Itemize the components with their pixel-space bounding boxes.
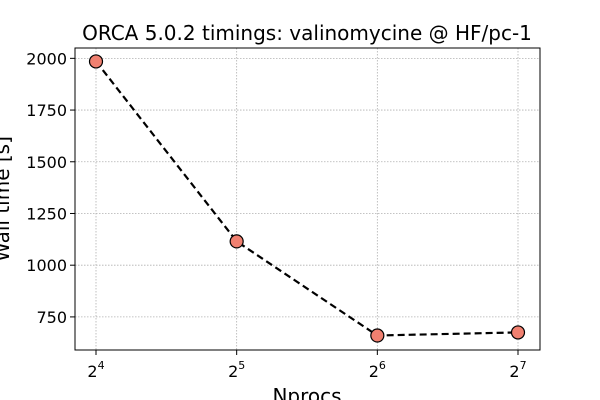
x-tick-label: 25	[228, 359, 245, 381]
data-point	[88, 54, 104, 69]
y-tick-label: 1000	[26, 256, 67, 275]
y-axis-label: Wall time [s]	[0, 136, 14, 262]
x-axis: 24 25 26 27	[87, 350, 527, 381]
data-point	[510, 325, 526, 340]
y-tick-label: 1250	[26, 204, 67, 223]
chart-title: ORCA 5.0.2 timings: valinomycine @ HF/pc…	[82, 21, 532, 45]
x-tick-label: 24	[87, 359, 104, 381]
data-series	[88, 54, 526, 343]
y-axis: 750 1000 1250 1500 1750 2000	[26, 49, 75, 327]
x-tick-label: 27	[509, 359, 526, 381]
y-tick-label: 1750	[26, 101, 67, 120]
x-tick-label: 26	[369, 359, 386, 381]
plot-frame	[74, 47, 541, 351]
grid-lines	[75, 48, 540, 350]
x-axis-label: Nprocs	[272, 384, 341, 400]
data-point	[370, 328, 385, 343]
y-tick-label: 2000	[26, 49, 67, 68]
y-tick-label: 1500	[26, 153, 67, 172]
series-line	[95, 60, 519, 337]
data-point	[229, 234, 244, 249]
y-tick-label: 750	[36, 308, 67, 327]
